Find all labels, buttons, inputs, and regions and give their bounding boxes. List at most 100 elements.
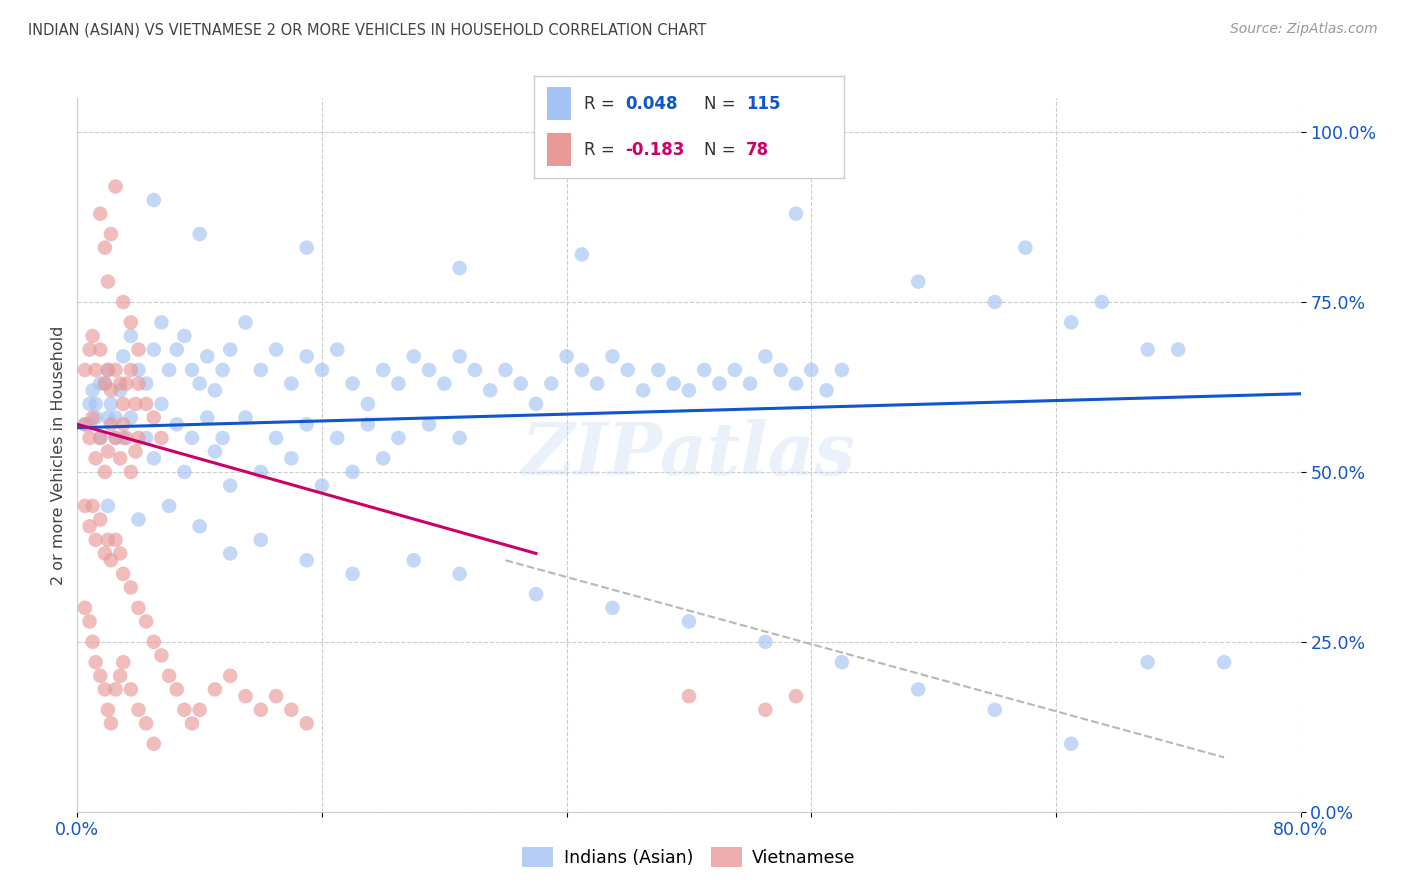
Point bbox=[602, 600, 624, 615]
Point bbox=[135, 431, 157, 445]
FancyBboxPatch shape bbox=[547, 133, 571, 166]
Point bbox=[112, 295, 135, 310]
Point bbox=[166, 682, 188, 697]
Point bbox=[73, 417, 96, 432]
Point bbox=[79, 431, 101, 445]
Point bbox=[142, 635, 165, 649]
Point bbox=[120, 363, 142, 377]
Point bbox=[104, 431, 127, 445]
Point bbox=[89, 207, 111, 221]
Point bbox=[678, 615, 700, 629]
Point bbox=[342, 376, 364, 391]
Text: N =: N = bbox=[704, 95, 741, 112]
Point bbox=[295, 716, 318, 731]
Point bbox=[173, 329, 195, 343]
Point bbox=[387, 431, 409, 445]
Point bbox=[524, 587, 547, 601]
Point bbox=[120, 581, 142, 595]
Point bbox=[97, 533, 120, 547]
Point bbox=[97, 363, 120, 377]
Point bbox=[89, 431, 111, 445]
Point bbox=[250, 533, 273, 547]
Point bbox=[907, 682, 929, 697]
Point bbox=[112, 655, 135, 669]
Point bbox=[250, 703, 273, 717]
Point bbox=[195, 410, 218, 425]
Point bbox=[280, 376, 302, 391]
Point bbox=[195, 350, 218, 364]
Point bbox=[84, 363, 107, 377]
Point bbox=[311, 478, 333, 492]
Point bbox=[89, 376, 111, 391]
Point bbox=[418, 417, 440, 432]
Point bbox=[173, 703, 195, 717]
Point bbox=[235, 315, 257, 329]
Point bbox=[79, 343, 101, 357]
Point bbox=[295, 350, 318, 364]
Point bbox=[127, 600, 149, 615]
Point bbox=[120, 315, 142, 329]
Point bbox=[89, 343, 111, 357]
Point bbox=[94, 546, 117, 560]
Text: INDIAN (ASIAN) VS VIETNAMESE 2 OR MORE VEHICLES IN HOUSEHOLD CORRELATION CHART: INDIAN (ASIAN) VS VIETNAMESE 2 OR MORE V… bbox=[28, 22, 706, 37]
Point bbox=[280, 703, 302, 717]
Point bbox=[402, 350, 425, 364]
Point bbox=[97, 444, 120, 458]
Point bbox=[89, 669, 111, 683]
Point bbox=[264, 689, 287, 703]
Point bbox=[479, 384, 502, 398]
Point bbox=[157, 669, 180, 683]
Text: Source: ZipAtlas.com: Source: ZipAtlas.com bbox=[1230, 22, 1378, 37]
Point bbox=[754, 703, 776, 717]
Point bbox=[84, 451, 107, 466]
Point bbox=[678, 689, 700, 703]
Point bbox=[73, 363, 96, 377]
Point bbox=[311, 363, 333, 377]
Point bbox=[188, 376, 211, 391]
Point bbox=[104, 410, 127, 425]
Point bbox=[219, 546, 242, 560]
Point bbox=[678, 384, 700, 398]
Point bbox=[754, 635, 776, 649]
Point bbox=[104, 179, 127, 194]
Point bbox=[104, 431, 127, 445]
Point bbox=[112, 566, 135, 581]
Point bbox=[402, 553, 425, 567]
Point bbox=[142, 451, 165, 466]
Point bbox=[831, 655, 853, 669]
Point bbox=[449, 431, 471, 445]
Point bbox=[127, 431, 149, 445]
Point bbox=[100, 397, 122, 411]
Point bbox=[1091, 295, 1114, 310]
Point bbox=[135, 376, 157, 391]
Point bbox=[84, 655, 107, 669]
Point bbox=[188, 519, 211, 533]
Point bbox=[631, 384, 654, 398]
Point bbox=[79, 417, 101, 432]
Point bbox=[647, 363, 669, 377]
Point bbox=[800, 363, 823, 377]
Point bbox=[73, 417, 96, 432]
Point bbox=[449, 260, 471, 275]
Point bbox=[142, 737, 165, 751]
Point bbox=[433, 376, 456, 391]
Text: -0.183: -0.183 bbox=[626, 141, 685, 159]
Point bbox=[357, 397, 380, 411]
Point bbox=[264, 343, 287, 357]
Point bbox=[135, 716, 157, 731]
Point bbox=[104, 363, 127, 377]
Point bbox=[295, 241, 318, 255]
Point bbox=[181, 363, 204, 377]
Point bbox=[112, 397, 135, 411]
Point bbox=[235, 689, 257, 703]
Point bbox=[785, 207, 807, 221]
Point bbox=[662, 376, 685, 391]
Point bbox=[84, 397, 107, 411]
Point bbox=[984, 703, 1007, 717]
Point bbox=[124, 397, 146, 411]
Point bbox=[100, 553, 122, 567]
Point bbox=[100, 417, 122, 432]
Point bbox=[112, 417, 135, 432]
Point bbox=[709, 376, 731, 391]
Text: 0.048: 0.048 bbox=[626, 95, 678, 112]
